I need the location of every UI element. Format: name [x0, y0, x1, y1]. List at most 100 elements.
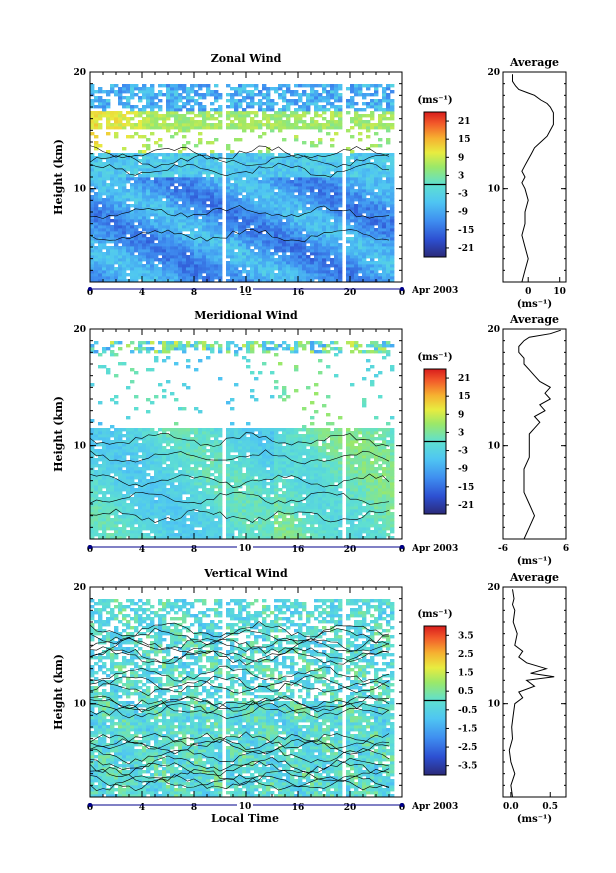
heatmap-cell: [266, 108, 271, 112]
heatmap-cell: [150, 240, 155, 244]
heatmap-cell: [254, 183, 259, 187]
heatmap-cell: [254, 111, 259, 115]
heatmap-cell: [118, 159, 123, 163]
heatmap-cell: [298, 180, 303, 184]
heatmap-cell: [122, 216, 127, 220]
heatmap-cell: [158, 216, 163, 220]
heatmap-cell: [118, 279, 123, 283]
heatmap-cell: [98, 500, 103, 504]
heatmap-cell: [166, 350, 171, 354]
heatmap-cell: [290, 279, 295, 283]
heatmap-cell: [266, 264, 271, 268]
heatmap-cell: [230, 198, 235, 202]
heatmap-cell: [246, 231, 251, 235]
heatmap-cell: [202, 240, 207, 244]
heatmap-cell: [334, 171, 339, 175]
heatmap-cell: [110, 279, 115, 283]
heatmap-cell: [274, 276, 279, 280]
heatmap-cell: [298, 240, 303, 244]
heatmap-cell: [122, 500, 127, 504]
heatmap-cell: [302, 177, 307, 181]
heatmap-cell: [138, 120, 143, 124]
heatmap-cell: [302, 183, 307, 187]
heatmap-cell: [158, 246, 163, 250]
heatmap-cell: [250, 120, 255, 124]
heatmap-cell: [186, 117, 191, 121]
heatmap-cell: [338, 87, 343, 91]
heatmap-cell: [198, 93, 203, 97]
heatmap-cell: [370, 186, 375, 190]
heatmap-cell: [102, 279, 107, 283]
heatmap-cell: [230, 150, 235, 154]
heatmap-cell: [114, 401, 119, 405]
heatmap-cell: [242, 180, 247, 184]
heatmap-cell: [122, 273, 127, 277]
heatmap-cell: [98, 246, 103, 250]
heatmap-cell: [118, 228, 123, 232]
heatmap-cell: [334, 210, 339, 214]
heatmap-cell: [266, 180, 271, 184]
heatmap-cell: [170, 455, 175, 459]
heatmap-cell: [90, 279, 95, 283]
heatmap-cell: [110, 228, 115, 232]
heatmap-cell: [334, 192, 339, 196]
heatmap-cell: [150, 111, 155, 115]
heatmap-cell: [370, 252, 375, 256]
heatmap-cell: [262, 219, 267, 223]
heatmap-cell: [110, 189, 115, 193]
heatmap-cell: [270, 108, 275, 112]
heatmap-cell: [362, 246, 367, 250]
heatmap-cell: [278, 123, 283, 127]
heatmap-cell: [90, 249, 95, 253]
heatmap-cell: [122, 84, 127, 88]
heatmap-cell: [202, 108, 207, 112]
heatmap-cell: [114, 527, 119, 531]
heatmap-cell: [206, 267, 211, 271]
heatmap-cell: [370, 267, 375, 271]
heatmap-cell: [270, 165, 275, 169]
heatmap-cell: [106, 240, 111, 244]
heatmap-cell: [274, 174, 279, 178]
heatmap-cell: [218, 225, 223, 229]
heatmap-cell: [202, 252, 207, 256]
heatmap-cell: [142, 246, 147, 250]
heatmap-cell: [106, 105, 111, 109]
heatmap-cell: [146, 488, 151, 492]
heatmap-cell: [318, 264, 323, 268]
heatmap-cell: [98, 165, 103, 169]
heatmap-cell: [382, 87, 387, 91]
heatmap-cell: [126, 189, 131, 193]
heatmap-cell: [322, 183, 327, 187]
heatmap-cell: [242, 210, 247, 214]
heatmap-cell: [286, 273, 291, 277]
heatmap-cell: [214, 183, 219, 187]
heatmap-cell: [230, 219, 235, 223]
heatmap-cell: [122, 210, 127, 214]
heatmap-cell: [290, 246, 295, 250]
heatmap-cell: [98, 443, 103, 447]
heatmap-cell: [118, 258, 123, 262]
heatmap-cell: [318, 174, 323, 178]
heatmap-cell: [98, 210, 103, 214]
heatmap-cell: [346, 219, 351, 223]
heatmap-cell: [166, 183, 171, 187]
heatmap-cell: [214, 204, 219, 208]
heatmap-cell: [270, 171, 275, 175]
heatmap-cell: [246, 162, 251, 166]
heatmap-cell: [206, 249, 211, 253]
heatmap-cell: [94, 201, 99, 205]
colorbar-tick-label: -21: [458, 244, 474, 254]
heatmap-cell: [210, 186, 215, 190]
heatmap-cell: [326, 102, 331, 106]
heatmap-cell: [302, 84, 307, 88]
heatmap-cell: [354, 210, 359, 214]
heatmap-cell: [390, 240, 395, 244]
heatmap-cell: [142, 207, 147, 211]
heatmap-cell: [310, 279, 315, 283]
heatmap-cell: [98, 509, 103, 513]
heatmap-cell: [94, 518, 99, 522]
heatmap-cell: [242, 84, 247, 88]
heatmap-cell: [186, 234, 191, 238]
heatmap-cell: [230, 183, 235, 187]
heatmap-cell: [142, 171, 147, 175]
